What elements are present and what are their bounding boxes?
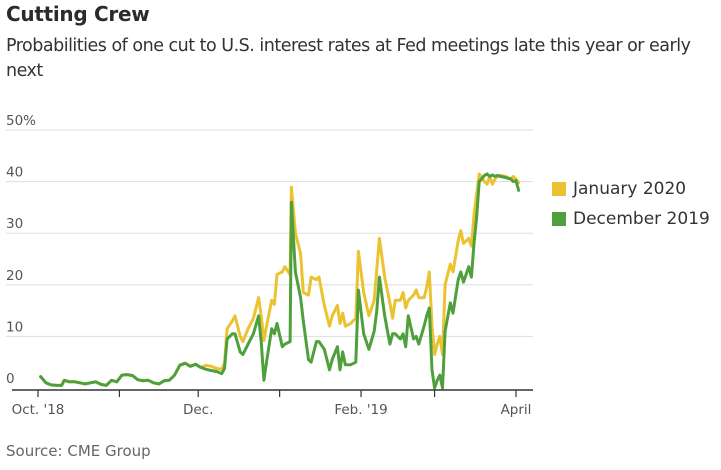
y-tick-label-0: 0 <box>6 371 15 387</box>
legend-swatch-january-2020 <box>552 182 566 196</box>
y-tick-label-10: 10 <box>6 319 23 335</box>
source-note: Source: CME Group <box>6 442 151 460</box>
series-line-december-2019 <box>39 172 521 390</box>
y-tick-label-40: 40 <box>6 165 23 181</box>
y-axis-tick-labels: 0 10 20 30 40 50% <box>6 113 36 387</box>
legend-swatch-december-2019 <box>552 212 566 226</box>
legend-item-january-2020: January 2020 <box>552 177 721 201</box>
y-tick-label-50: 50% <box>6 113 36 129</box>
x-tick-label-6: April <box>501 402 532 418</box>
x-tick-label-2: Dec. <box>183 402 213 418</box>
x-axis: Oct. '18 Dec. Feb. '19 April <box>12 389 533 418</box>
y-tick-label-20: 20 <box>6 268 23 284</box>
y-tick-label-30: 30 <box>6 216 23 232</box>
x-tick-label-4: Feb. '19 <box>334 402 387 418</box>
legend-item-december-2019: December 2019 <box>552 207 721 231</box>
series-line-january-2020 <box>39 172 521 387</box>
legend: January 2020 December 2019 <box>552 177 721 237</box>
chart-subtitle: Probabilities of one cut to U.S. interes… <box>6 36 691 81</box>
chart-title: Cutting Crew <box>6 2 150 26</box>
series-lines <box>39 172 521 390</box>
legend-label-january-2020: January 2020 <box>573 179 687 199</box>
x-tick-label-0: Oct. '18 <box>12 402 65 418</box>
legend-label-december-2019: December 2019 <box>573 209 710 229</box>
gridlines <box>6 129 533 337</box>
